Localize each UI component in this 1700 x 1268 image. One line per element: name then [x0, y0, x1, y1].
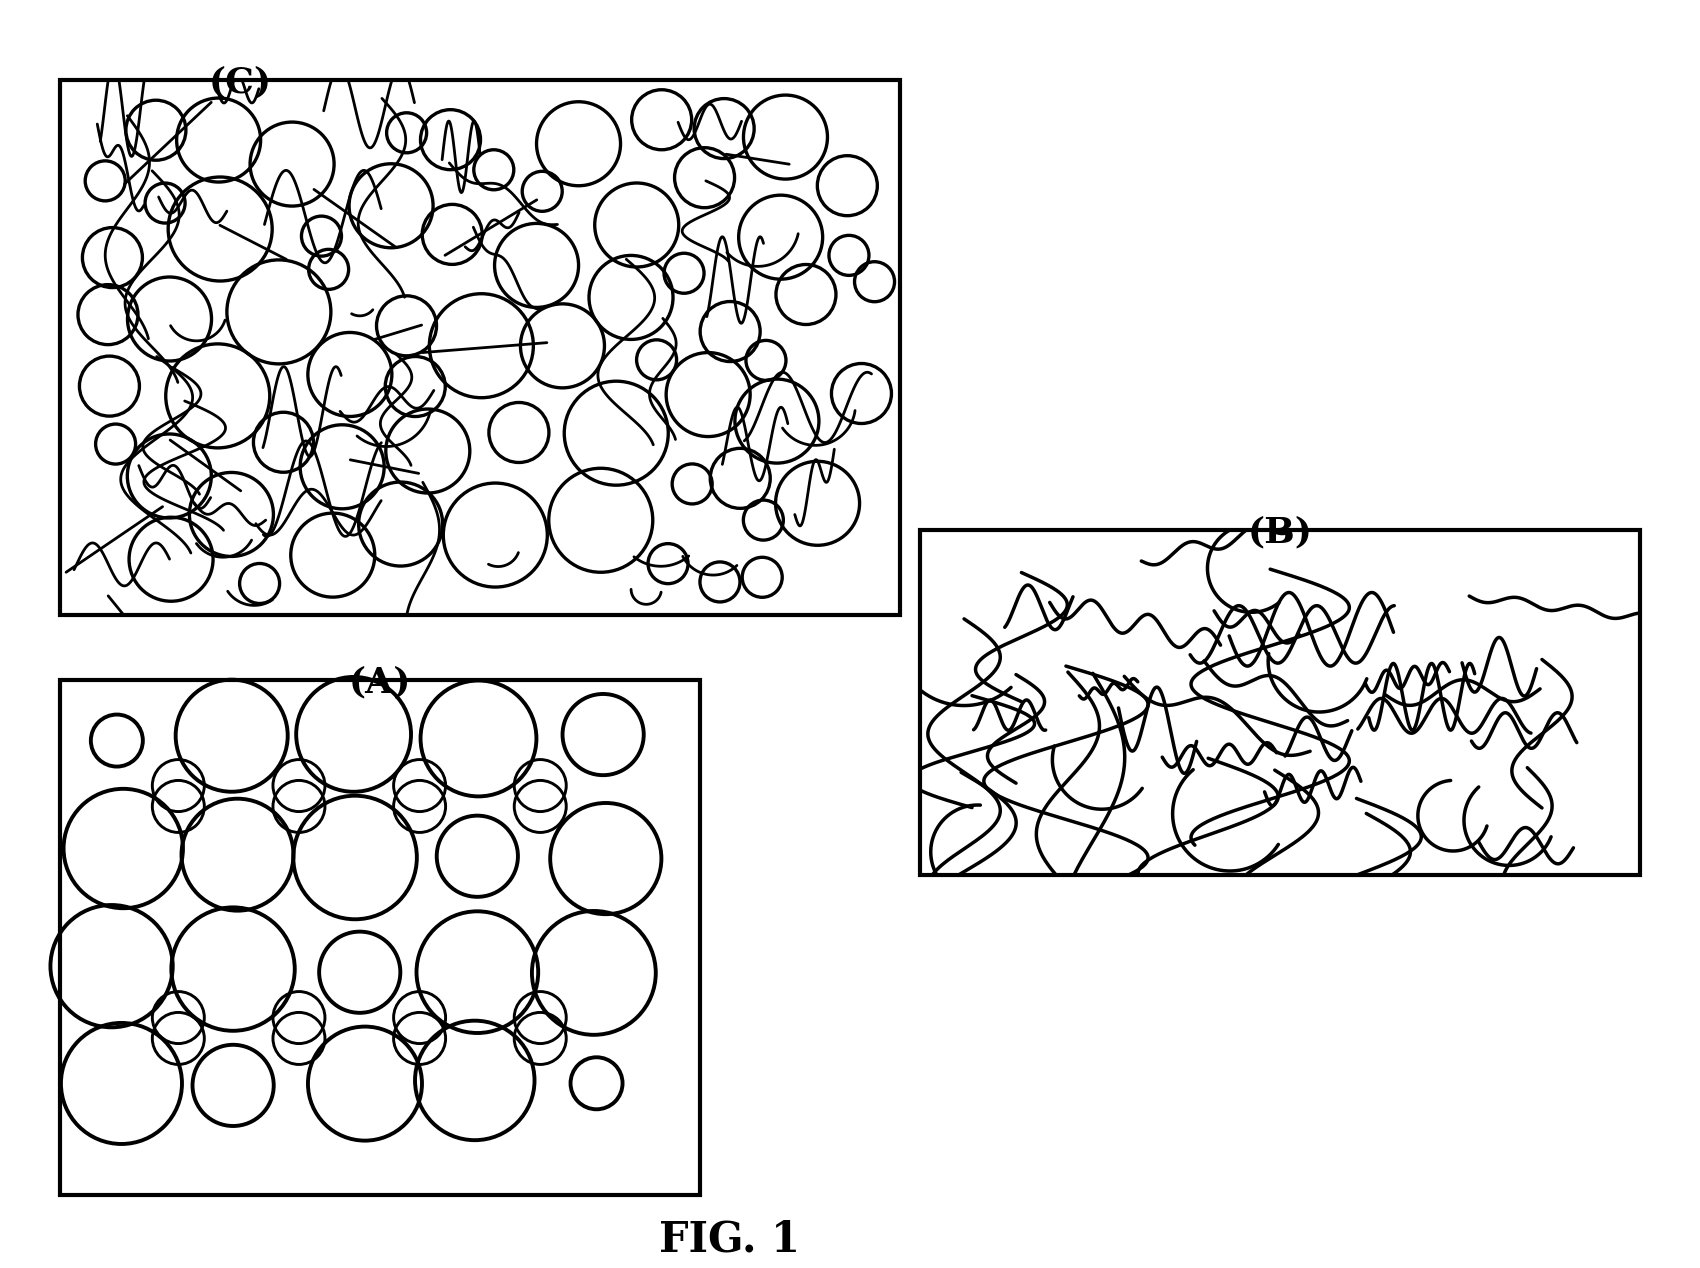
Bar [60, 80, 899, 615]
Bar [920, 530, 1640, 875]
Text: (B): (B) [1248, 515, 1312, 549]
Text: (C): (C) [209, 65, 272, 99]
Text: FIG. 1: FIG. 1 [660, 1219, 801, 1260]
Bar [60, 680, 700, 1194]
Text: (A): (A) [348, 664, 411, 699]
